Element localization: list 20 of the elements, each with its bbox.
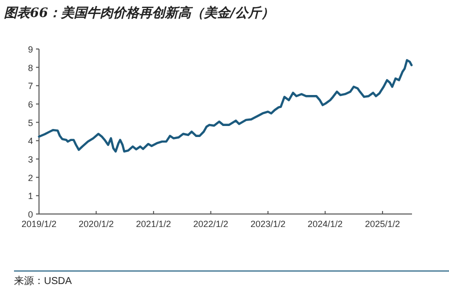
x-tick-label: 2024/1/2: [308, 219, 343, 229]
x-tick-label: 2020/1/2: [78, 219, 114, 229]
x-tick-label: 2021/1/2: [136, 219, 172, 229]
y-tick-label: 7: [28, 81, 33, 92]
x-tick-label: 2025/1/2: [365, 219, 400, 229]
x-tick-label: 2023/1/2: [250, 219, 286, 229]
y-tick-label: 0: [28, 210, 33, 220]
source-note: 来源：USDA: [14, 275, 72, 287]
x-tick-label: 2019/1/2: [21, 219, 57, 229]
y-tick-label: 2: [28, 172, 33, 183]
y-tick-label: 8: [28, 62, 33, 73]
y-tick-label: 5: [28, 118, 33, 128]
y-tick-label: 4: [28, 136, 33, 146]
y-tick-label: 9: [28, 44, 33, 54]
chart-title: 图表66：美国牛肉价格再创新高（美金/公斤）: [4, 5, 274, 21]
x-tick-label: 2022/1/2: [193, 219, 228, 229]
line-series: [38, 59, 413, 153]
y-tick-label: 6: [28, 100, 33, 110]
y-tick-label: 3: [28, 154, 33, 164]
y-tick-label: 1: [28, 191, 33, 202]
